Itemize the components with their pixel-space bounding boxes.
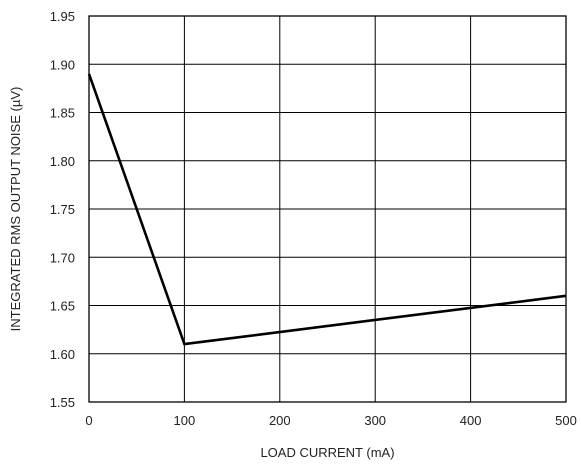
y-tick-label: 1.80: [50, 154, 75, 169]
y-tick-label: 1.95: [50, 9, 75, 24]
y-axis-title: INTEGRATED RMS OUTPUT NOISE (µV): [8, 87, 23, 332]
x-tick-labels: 0 100 200 300 400 500: [85, 413, 576, 428]
x-tick-label: 100: [174, 413, 196, 428]
y-tick-label: 1.75: [50, 202, 75, 217]
y-tick-labels: 1.55 1.60 1.65 1.70 1.75 1.80 1.85 1.90 1.95: [50, 9, 75, 410]
x-tick-label: 500: [555, 413, 577, 428]
y-tick-label: 1.90: [50, 57, 75, 72]
plot-frame: [88, 15, 567, 403]
y-tick-label: 1.70: [50, 250, 75, 265]
y-tick-label: 1.65: [50, 299, 75, 314]
series-line: [87, 73, 567, 346]
series-layer: [87, 73, 567, 346]
x-axis-title: LOAD CURRENT (mA): [260, 445, 394, 460]
x-tick-label: 200: [269, 413, 291, 428]
y-tick-label: 1.60: [50, 347, 75, 362]
x-tick-label: 0: [85, 413, 92, 428]
y-tick-label: 1.85: [50, 106, 75, 121]
x-tick-label: 400: [460, 413, 482, 428]
y-tick-label: 1.55: [50, 395, 75, 410]
x-tick-label: 300: [364, 413, 386, 428]
